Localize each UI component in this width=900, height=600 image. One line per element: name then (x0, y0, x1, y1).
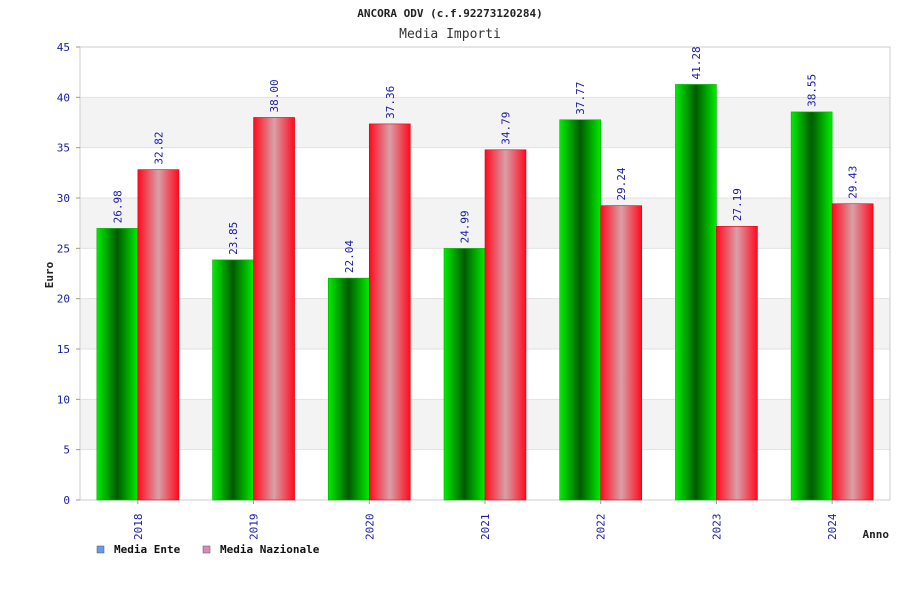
legend: Media Ente Media Nazionale (96, 543, 320, 556)
y-tick-label: 40 (57, 91, 70, 104)
data-labels: 26.98 32.82 23.85 38.00 22.04 37.36 24.99 34.79… (111, 46, 859, 273)
data-label: 34.79 (500, 112, 513, 145)
y-tick-label: 10 (57, 393, 70, 406)
bar-media-nazionale-2018 (137, 169, 180, 501)
y-tick-label: 0 (63, 494, 70, 507)
legend-label-media-ente: Media Ente (114, 543, 181, 556)
x-tick-label: 2022 (595, 514, 608, 541)
x-axis-ticks: 2018 2019 2020 2021 2022 2023 2024 (132, 500, 839, 540)
data-label: 37.77 (574, 82, 587, 115)
bar-media-nazionale-2019 (253, 117, 295, 501)
data-label: 41.28 (690, 46, 703, 79)
grid-band (80, 97, 890, 148)
data-label: 38.55 (806, 74, 819, 107)
data-label: 32.82 (152, 131, 165, 164)
y-tick-label: 20 (57, 293, 70, 306)
data-label: 23.85 (227, 222, 240, 255)
y-tick-label: 5 (63, 444, 70, 457)
data-label: 38.00 (268, 79, 281, 112)
data-label: 22.04 (343, 240, 356, 273)
bar-media-ente-2020 (327, 277, 370, 501)
bar-media-nazionale-2024 (831, 203, 874, 501)
data-label: 26.98 (111, 190, 124, 223)
legend-label-media-nazionale: Media Nazionale (220, 543, 320, 556)
bar-media-ente-2024 (790, 111, 833, 501)
y-tick-label: 45 (57, 41, 70, 54)
bar-media-ente-2019 (212, 259, 254, 501)
y-tick-label: 25 (57, 242, 70, 255)
bars (96, 84, 874, 501)
x-tick-label: 2019 (248, 514, 261, 541)
data-label: 24.99 (459, 210, 472, 243)
chart-subtitle: Media Importi (399, 27, 501, 42)
bar-media-ente-2023 (675, 84, 717, 501)
bar-media-nazionale-2021 (484, 149, 527, 501)
x-tick-label: 2024 (826, 513, 839, 540)
data-label: 27.19 (731, 188, 744, 221)
x-tick-label: 2018 (132, 514, 145, 541)
y-tick-label: 35 (57, 142, 70, 155)
y-tick-label: 15 (57, 343, 70, 356)
y-axis-ticks: 0 5 10 15 20 25 30 35 40 45 (57, 41, 80, 507)
bar-media-nazionale-2023 (716, 225, 758, 501)
data-label: 37.36 (384, 86, 397, 119)
bar-media-nazionale-2020 (368, 123, 411, 501)
chart-title: ANCORA ODV (c.f.92273120284) (357, 7, 542, 20)
legend-swatch-media-ente (96, 545, 105, 554)
x-axis-label: Anno (863, 528, 890, 541)
bar-media-ente-2021 (443, 248, 486, 501)
legend-swatch-media-nazionale (202, 545, 211, 554)
data-label: 29.43 (847, 166, 860, 199)
bar-media-ente-2018 (96, 228, 139, 501)
bar-media-nazionale-2022 (600, 205, 643, 501)
x-tick-label: 2021 (479, 514, 492, 541)
x-tick-label: 2023 (710, 514, 723, 541)
x-tick-label: 2020 (363, 514, 376, 541)
y-tick-label: 30 (57, 192, 70, 205)
data-label: 29.24 (615, 167, 628, 200)
bar-media-ente-2022 (559, 119, 602, 501)
y-axis-label: Euro (43, 261, 56, 288)
